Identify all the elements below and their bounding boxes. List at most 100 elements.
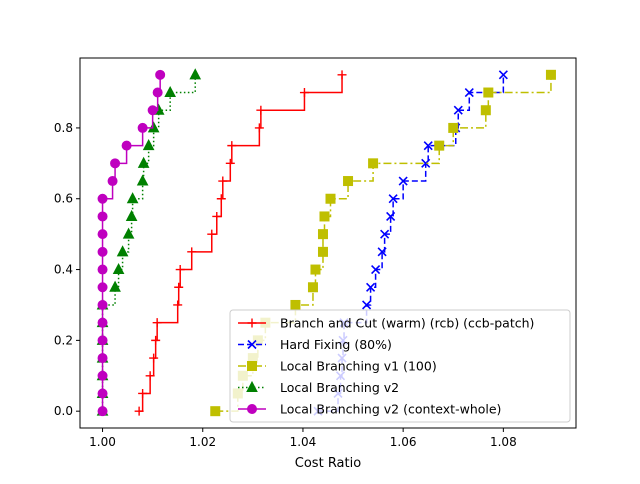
data-point [317, 246, 328, 257]
data-point [310, 264, 321, 275]
data-point [307, 282, 318, 293]
data-point [116, 245, 129, 257]
data-point [147, 105, 158, 116]
legend-label: Branch and Cut (warm) (rcb) (ccb-patch) [280, 316, 534, 331]
data-point [254, 123, 264, 133]
data-point [343, 176, 354, 187]
data-point [97, 406, 108, 417]
data-point [97, 264, 108, 275]
legend-entry: Hard Fixing (80%) [238, 337, 392, 352]
data-point [97, 193, 108, 204]
legend-label: Hard Fixing (80%) [280, 337, 392, 352]
x-tick-label: 1.02 [189, 435, 216, 449]
legend-marker [246, 380, 258, 392]
plot-frame [79, 57, 577, 429]
data-point [97, 335, 108, 346]
data-point [107, 176, 118, 187]
data-point [175, 265, 185, 275]
data-point [152, 87, 163, 98]
data-point [216, 194, 226, 204]
x-axis-label: Cost Ratio [295, 456, 361, 471]
y-tick-label: 0.0 [54, 404, 73, 418]
data-point [210, 406, 221, 417]
data-point [545, 69, 556, 80]
data-point [137, 156, 150, 168]
data-point [368, 158, 379, 169]
data-point [386, 211, 396, 222]
data-point [187, 247, 197, 257]
data-point [97, 229, 108, 240]
data-point [97, 370, 108, 381]
data-point [423, 141, 433, 151]
y-tick-label: 0.8 [54, 121, 73, 135]
data-point [189, 68, 202, 80]
data-point [109, 280, 121, 292]
data-point [145, 371, 155, 381]
data-point [155, 69, 166, 80]
data-point [464, 87, 474, 98]
y-axis: 0.0 0.2 0.4 0.6 0.8 [54, 121, 80, 418]
data-point [174, 282, 184, 292]
legend-label: Local Branching v2 [280, 380, 399, 395]
legend: Branch and Cut (warm) (rcb) (ccb-patch) H… [229, 309, 571, 423]
data-point [207, 229, 217, 239]
x-axis: 1.00 1.02 1.04 1.06 1.08 [89, 428, 517, 449]
data-point [212, 211, 222, 221]
data-point [151, 335, 161, 345]
data-point [125, 209, 138, 221]
data-point [362, 300, 372, 310]
data-point [483, 87, 494, 98]
data-point [97, 353, 108, 364]
data-point [97, 388, 108, 399]
y-tick-label: 0.6 [54, 192, 73, 206]
legend-label: Local Branching v2 (context-whole) [280, 402, 501, 417]
data-point [421, 158, 431, 168]
data-point [398, 176, 408, 186]
legend-marker [247, 361, 257, 371]
data-point [319, 211, 330, 222]
data-point [256, 105, 266, 115]
x-tick-label: 1.06 [390, 435, 417, 449]
legend-box [229, 309, 571, 423]
data-point [122, 227, 135, 239]
data-point [136, 174, 149, 186]
legend-entry: Local Branching v2 [238, 380, 399, 395]
data-point [317, 229, 328, 240]
data-point [97, 211, 108, 222]
legend-entry: Branch and Cut (warm) (rcb) (ccb-patch) [238, 316, 534, 331]
data-point [371, 264, 381, 275]
series-layer [96, 68, 556, 417]
data-point [380, 229, 390, 239]
data-point [149, 353, 159, 363]
data-point [112, 262, 125, 275]
y-tick-label: 0.2 [54, 333, 73, 347]
legend-entry: Local Branching v1 (100) [238, 359, 437, 374]
data-point [138, 388, 148, 398]
data-point [299, 88, 309, 98]
legend-entry: Local Branching v2 (context-whole) [238, 402, 501, 417]
data-point [218, 176, 228, 186]
series-line [101, 74, 161, 412]
legend-marker [247, 339, 257, 350]
data-point [152, 318, 162, 328]
legend-marker [247, 318, 257, 328]
data-point [97, 317, 108, 328]
data-point [121, 140, 132, 151]
data-point [97, 299, 108, 310]
data-point [97, 282, 108, 293]
data-point [227, 141, 237, 151]
data-point [290, 299, 301, 310]
data-point [453, 105, 463, 115]
data-point [480, 105, 491, 116]
series-5 [97, 69, 166, 417]
data-point [126, 192, 139, 204]
data-point [110, 158, 121, 169]
data-point [434, 140, 445, 151]
data-point [137, 122, 148, 133]
data-point [366, 282, 376, 292]
x-tick-label: 1.04 [290, 435, 317, 449]
data-point [498, 70, 508, 80]
data-point [337, 70, 347, 80]
data-point [147, 121, 160, 133]
